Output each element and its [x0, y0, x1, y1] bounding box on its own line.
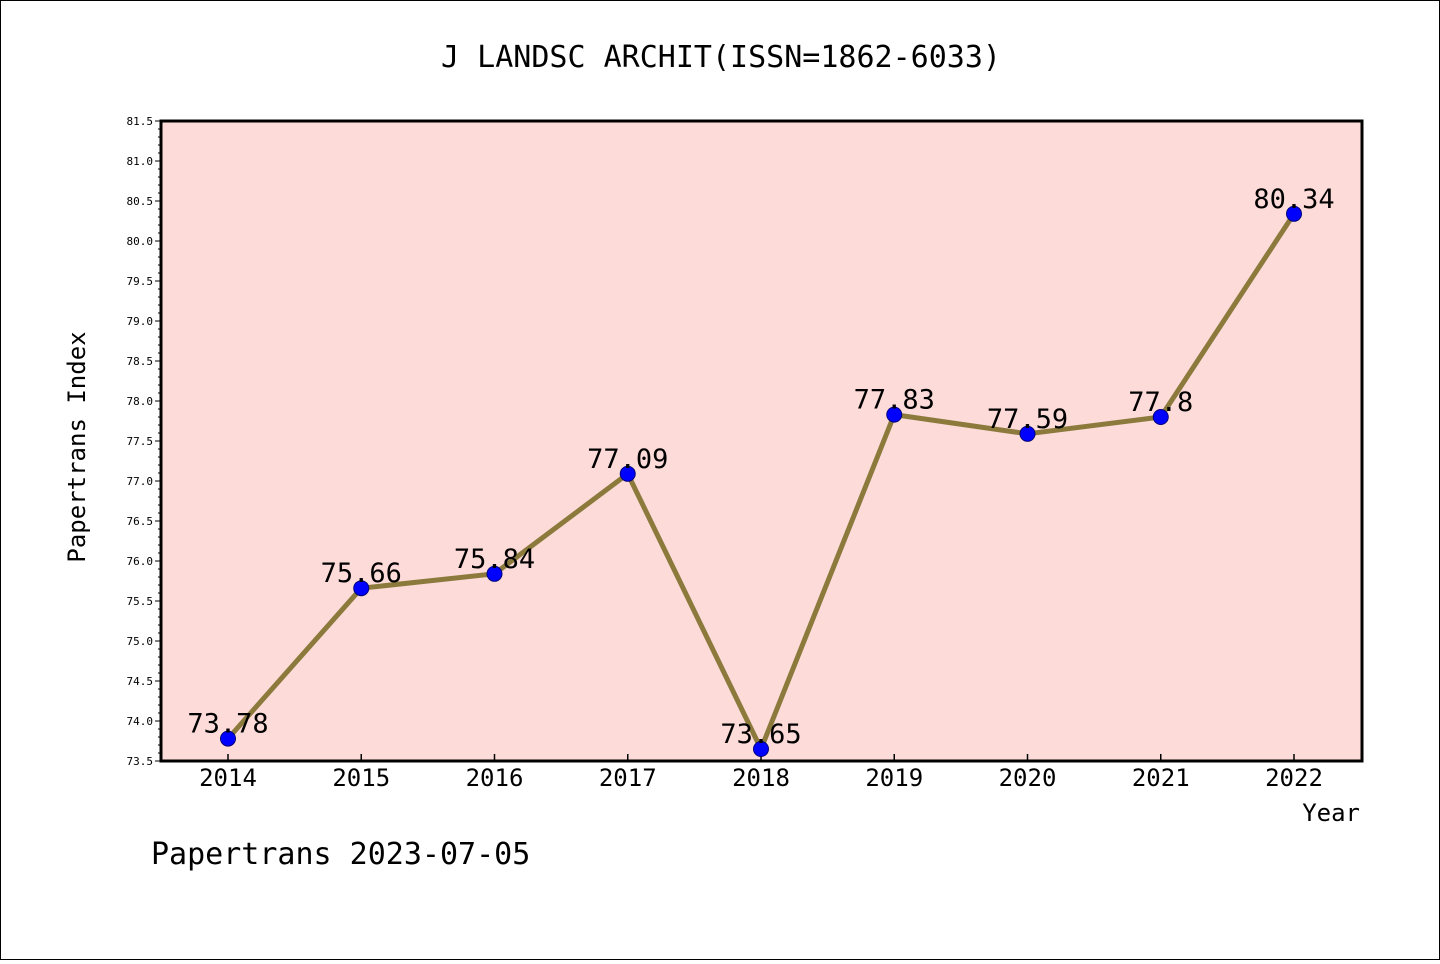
plot-area — [161, 121, 1362, 761]
data-point-marker — [1152, 409, 1169, 425]
y-tick-label: 75.5 — [127, 595, 154, 608]
data-point-marker — [753, 741, 769, 757]
data-label: 75.84 — [454, 544, 535, 575]
y-tick-label: 81.5 — [127, 115, 154, 128]
y-axis-label: Papertrans Index — [63, 331, 91, 562]
x-tick-label: 2021 — [1132, 764, 1190, 792]
x-tick-label: 2022 — [1265, 764, 1323, 792]
x-axis: 2014 2015 2016 2017 2018 2019 2020 2021 2022 — [199, 754, 1323, 792]
y-axis: 73.5 74.0 74.5 75.0 75.5 76.0 76.5 77.0 77.5 78.0… — [127, 115, 161, 768]
y-tick-label: 74.0 — [127, 715, 154, 728]
data-point-marker — [486, 565, 503, 582]
data-label: 73.65 — [720, 719, 801, 750]
y-tick-label: 78.0 — [127, 395, 154, 408]
data-point-marker — [220, 730, 236, 747]
x-tick-label: 2017 — [599, 764, 657, 792]
y-tick-label: 77.5 — [127, 435, 154, 448]
data-label: 73.78 — [187, 709, 268, 740]
data-label: 77.59 — [987, 404, 1068, 435]
data-point-marker — [1286, 205, 1302, 222]
y-tick-label: 81.0 — [127, 155, 154, 168]
data-point-marker — [353, 580, 370, 597]
x-axis-label: Year — [1302, 799, 1360, 827]
x-tick-label: 2015 — [332, 764, 390, 792]
data-point-marker — [886, 406, 903, 423]
plot-frame — [159, 119, 1364, 763]
y-tick-label: 75.0 — [127, 635, 154, 648]
x-tick-label: 2019 — [865, 764, 923, 792]
data-series: 73.78 75.66 75.84 77.09 73.65 77.83 77.59 77.8 8… — [187, 184, 1335, 757]
y-tick-label: 80.5 — [127, 195, 154, 208]
y-tick-label: 73.5 — [127, 755, 154, 768]
data-label: 77.09 — [587, 444, 668, 475]
x-tick-label: 2016 — [466, 764, 524, 792]
data-point-marker — [1019, 425, 1036, 442]
data-label: 77.8 — [1128, 387, 1193, 418]
y-tick-label: 76.0 — [127, 555, 154, 568]
y-tick-label: 80.0 — [127, 235, 154, 248]
data-point-marker — [619, 465, 636, 482]
y-tick-label: 78.5 — [127, 355, 154, 368]
x-tick-label: 2018 — [732, 764, 790, 792]
y-tick-label: 74.5 — [127, 675, 154, 688]
data-label: 80.34 — [1253, 184, 1334, 215]
data-label: 75.66 — [321, 558, 402, 589]
y-tick-label: 79.5 — [127, 275, 154, 288]
chart-title: J LANDSC ARCHIT(ISSN=1862-6033) — [441, 40, 1001, 75]
y-tick-label: 79.0 — [127, 315, 154, 328]
y-tick-label: 77.0 — [127, 475, 154, 488]
y-tick-label: 76.5 — [127, 515, 154, 528]
x-tick-label: 2014 — [199, 764, 257, 792]
x-tick-label: 2020 — [999, 764, 1057, 792]
footer-date-stamp: Papertrans 2023-07-05 — [151, 837, 530, 872]
data-label: 77.83 — [854, 385, 935, 416]
